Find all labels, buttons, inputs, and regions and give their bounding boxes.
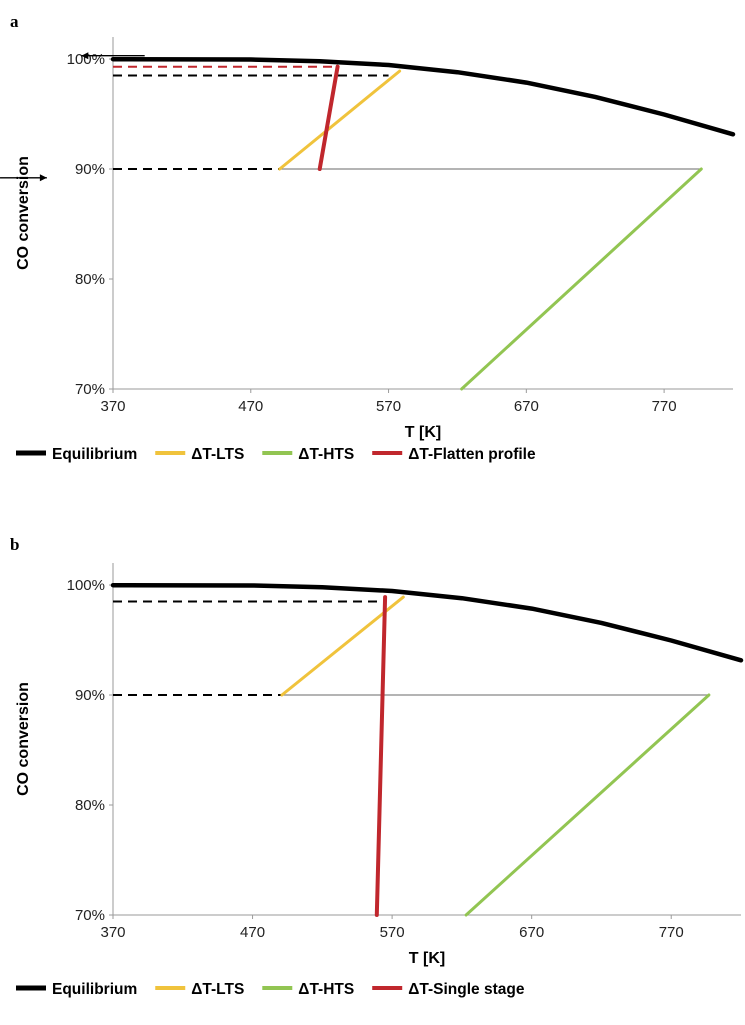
legend-label: ΔT-HTS (298, 446, 354, 463)
x-tick-label: 470 (240, 924, 265, 941)
x-axis-title: T [K] (405, 424, 441, 441)
legend: Equilibrium ΔT-LTS ΔT-HTS ΔT-Single stage (16, 981, 525, 998)
legend-label: ΔT-HTS (298, 981, 354, 998)
panel-label: b (10, 535, 19, 554)
x-tick-label: 370 (100, 398, 125, 415)
x-tick-label: 770 (652, 398, 677, 415)
y-tick-label: 90% (75, 687, 105, 704)
x-tick-label: 470 (238, 398, 263, 415)
y-tick-label: 70% (75, 907, 105, 924)
y-tick-label: 100% (67, 577, 105, 594)
series-line-1 (110, 582, 744, 663)
x-axis-title: T [K] (409, 950, 445, 967)
series-line-4 (317, 64, 340, 171)
y-tick-label: 80% (75, 271, 105, 288)
series-line-4 (374, 595, 388, 917)
panel-b: b 70% 80% 90% 100% 370 470 570 670 770 T [K] CO con… (10, 535, 744, 998)
legend-label: ΔT-LTS (191, 446, 244, 463)
x-tick-label: 370 (100, 924, 125, 941)
arrow-head (81, 52, 89, 60)
y-tick-label: 90% (75, 161, 105, 178)
y-tick-label: 80% (75, 797, 105, 814)
legend-label: ΔT-LTS (191, 981, 244, 998)
legend-label: Equilibrium (52, 981, 137, 998)
legend-label: ΔT-Flatten profile (408, 446, 536, 463)
series-line-3 (464, 693, 711, 917)
series-line-1 (110, 56, 736, 137)
y-tick-label: 70% (75, 381, 105, 398)
arrow-head (39, 174, 47, 182)
series-line-2 (278, 69, 402, 171)
y-axis-title: CO conversion (15, 156, 32, 270)
y-axis-title: CO conversion (15, 682, 32, 796)
x-tick-label: 670 (519, 924, 544, 941)
legend-label: ΔT-Single stage (408, 981, 525, 998)
x-tick-label: 570 (380, 924, 405, 941)
series-line-3 (460, 167, 703, 391)
x-tick-label: 670 (514, 398, 539, 415)
x-tick-label: 570 (376, 398, 401, 415)
x-tick-label: 770 (659, 924, 684, 941)
legend-label: Equilibrium (52, 446, 137, 463)
panel-label: a (10, 12, 19, 31)
legend: Equilibrium ΔT-LTS ΔT-HTS ΔT-Flatten profil… (16, 446, 536, 463)
